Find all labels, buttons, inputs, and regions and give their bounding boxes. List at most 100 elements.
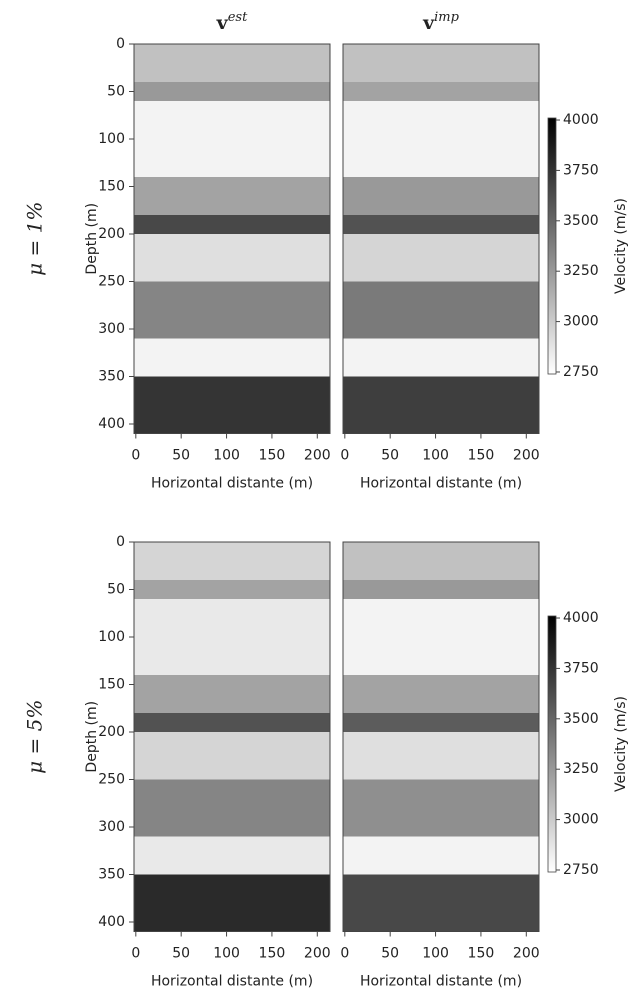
x-tick-label: 0 (340, 946, 349, 962)
colorbar-tick-label: 3750 (563, 660, 599, 676)
heatmap-cell (343, 675, 539, 713)
y-tick-label: 400 (98, 416, 125, 432)
y-tick-label: 300 (98, 321, 125, 337)
x-tick-label: 100 (422, 448, 449, 464)
x-tick-label: 100 (213, 448, 240, 464)
heatmap-cell (343, 580, 539, 599)
y-tick-label: 0 (116, 36, 125, 52)
row-label: μ = 1% (23, 202, 47, 276)
colorbar-tick-label: 3500 (563, 213, 599, 229)
heatmap-cell (343, 779, 539, 837)
heatmap-cell (134, 338, 330, 377)
x-tick-label: 0 (131, 448, 140, 464)
x-tick-label: 50 (172, 448, 190, 464)
heatmap-cell (134, 732, 330, 780)
heatmap-cell (343, 101, 539, 177)
heatmap-cell (343, 874, 539, 932)
y-tick-label: 50 (107, 582, 125, 598)
colorbar-tick-label: 3000 (563, 812, 599, 828)
x-tick-label: 150 (259, 946, 286, 962)
y-tick-label: 150 (98, 677, 125, 693)
colorbar-tick-label: 3750 (563, 162, 599, 178)
colorbar-label: Velocity (m/s) (613, 198, 629, 294)
y-tick-label: 100 (98, 131, 125, 147)
colorbar-tick-label: 3250 (563, 761, 599, 777)
heatmap-cell (134, 82, 330, 101)
heatmap-cell (343, 215, 539, 234)
x-tick-label: 150 (468, 946, 495, 962)
colorbar-tick-label: 2750 (563, 862, 599, 878)
heatmap-cell (343, 713, 539, 732)
heatmap-cell (343, 281, 539, 339)
title-sup: est (228, 10, 248, 25)
x-tick-label: 150 (468, 448, 495, 464)
x-axis-label: Horizontal distante (m) (151, 974, 313, 990)
heatmap-cell (134, 599, 330, 675)
title-base: v (422, 12, 435, 34)
colorbar-tick-label: 4000 (563, 112, 599, 128)
colorbar-tick-label: 2750 (563, 364, 599, 380)
heatmap-cell (343, 599, 539, 675)
x-tick-label: 100 (422, 946, 449, 962)
x-axis-label: Horizontal distante (m) (151, 476, 313, 492)
heatmap-cell (134, 281, 330, 339)
row-label: μ = 5% (23, 700, 47, 774)
heatmap-cell (343, 542, 539, 580)
y-tick-label: 150 (98, 179, 125, 195)
x-axis-label: Horizontal distante (m) (360, 974, 522, 990)
y-tick-label: 350 (98, 867, 125, 883)
x-tick-label: 200 (304, 448, 331, 464)
heatmap-cell (343, 376, 539, 434)
panel-frame (133, 541, 331, 932)
heatmap-cell (134, 779, 330, 837)
x-axis-label: Horizontal distante (m) (360, 476, 522, 492)
heatmap-cell (343, 836, 539, 875)
heatmap-cell (134, 376, 330, 434)
heatmap-cell (343, 82, 539, 101)
heatmap-cell (134, 675, 330, 713)
colorbar-tick-label: 3000 (563, 314, 599, 330)
y-tick-label: 0 (116, 534, 125, 550)
x-tick-label: 200 (513, 448, 540, 464)
heatmap-cell (134, 44, 330, 82)
heatmap-cell (134, 542, 330, 580)
heatmap-cell (134, 580, 330, 599)
panel-frame (342, 541, 540, 932)
heatmap-cell (343, 177, 539, 215)
title-base: v (216, 12, 229, 34)
y-axis-label: Depth (m) (84, 701, 100, 773)
y-tick-label: 200 (98, 226, 125, 242)
y-tick-label: 50 (107, 84, 125, 100)
heatmap-cell (134, 874, 330, 932)
x-tick-label: 50 (381, 946, 399, 962)
panel-title: vest (216, 10, 248, 35)
x-tick-label: 0 (131, 946, 140, 962)
colorbar-label: Velocity (m/s) (613, 696, 629, 792)
heatmap-cell (343, 338, 539, 377)
heatmap-cell (134, 177, 330, 215)
panel-title: vimp (422, 10, 460, 35)
x-tick-label: 50 (172, 946, 190, 962)
heatmap-cell (343, 732, 539, 780)
heatmap-cell (343, 234, 539, 282)
y-tick-label: 400 (98, 914, 125, 930)
heatmap-cell (134, 101, 330, 177)
heatmap-cell (134, 234, 330, 282)
y-tick-label: 100 (98, 629, 125, 645)
panel-frame (342, 43, 540, 434)
title-sup: imp (434, 10, 459, 25)
y-tick-label: 250 (98, 274, 125, 290)
y-tick-label: 200 (98, 724, 125, 740)
panel-frame (133, 43, 331, 434)
y-tick-label: 250 (98, 772, 125, 788)
heatmap-cell (343, 44, 539, 82)
colorbar-tick-label: 3500 (563, 711, 599, 727)
colorbar-tick-label: 4000 (563, 610, 599, 626)
x-tick-label: 100 (213, 946, 240, 962)
heatmap-cell (134, 713, 330, 732)
x-tick-label: 0 (340, 448, 349, 464)
colorbar-tick-label: 3250 (563, 263, 599, 279)
colorbar (547, 615, 557, 873)
heatmap-cell (134, 215, 330, 234)
